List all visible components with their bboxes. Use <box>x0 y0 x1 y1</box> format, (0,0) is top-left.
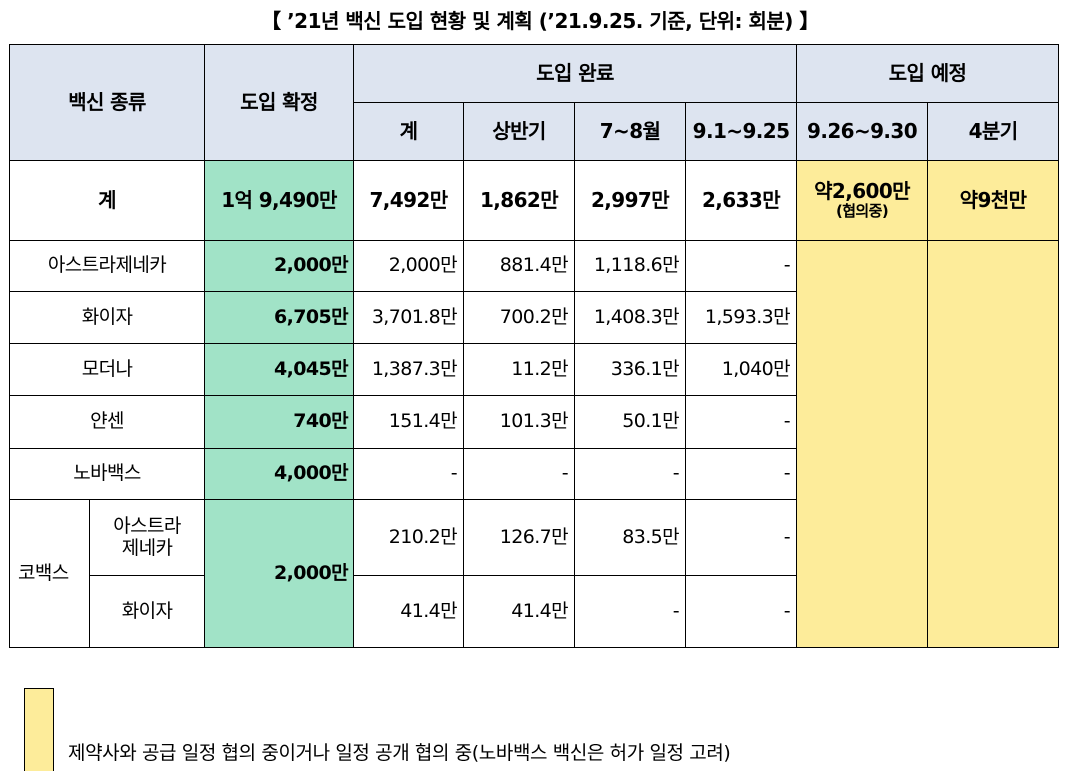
completed-sep1-25: - <box>685 499 798 576</box>
completed-jul-aug: 1,118.6만 <box>574 240 687 292</box>
table-row: 코백스 아스트라 제네카 2,000만 210.2만 126.7만 83.5만 … <box>9 499 1059 648</box>
completed-sep1-25: - <box>685 395 798 449</box>
vaccine-table: 백신 종류 도입 확정 도입 완료 도입 예정 계 상반기 7~8월 9.1~9… <box>8 44 1060 648</box>
vaccine-name: 아스트라제네카 <box>8 240 206 292</box>
header-sub-jul-aug: 7~8월 <box>574 102 687 161</box>
confirmed-value: 6,705만 <box>204 291 355 344</box>
completed-jul-aug: 1,408.3만 <box>574 291 687 344</box>
table-row: 아스트라제네카 2,000만 2,000만 881.4만 1,118.6만 - <box>8 240 1060 648</box>
completed-sum: 41.4만 <box>353 575 465 648</box>
covax-name-line2: 제네카 <box>121 536 173 559</box>
planned-q4-column <box>927 240 1060 648</box>
completed-sep1-25: - <box>685 240 798 292</box>
total-planned-sep26-30: 약2,600만 (협의중) <box>796 160 929 241</box>
table-row: 모더나 4,045만 1,387.3만 11.2만 336.1만 1,040만 <box>8 343 1059 396</box>
covax-name-line1: 아스트라 <box>113 514 181 537</box>
completed-jul-aug: - <box>574 575 687 648</box>
completed-first-half: 126.7만 <box>463 499 576 576</box>
total-label: 계 <box>8 160 206 241</box>
confirmed-value: 740만 <box>204 395 355 449</box>
completed-sum: 1,387.3만 <box>353 343 465 396</box>
table-row: 화이자 41.4만 41.4만 - - <box>10 575 1059 648</box>
total-planned-q4: 약9천만 <box>927 160 1060 241</box>
page-title: 【 ’21년 백신 도입 현황 및 계획 (’21.9.25. 기준, 단위: … <box>261 9 819 33</box>
total-completed-sum: 7,492만 <box>353 160 465 241</box>
planned-sep26-30-column <box>796 240 929 648</box>
completed-sep1-25: - <box>685 448 798 500</box>
completed-jul-aug: 336.1만 <box>574 343 687 396</box>
total-row: 계 1억 9,490만 7,492만 1,862만 2,997만 2,633만 … <box>8 160 1060 241</box>
completed-sum: - <box>353 448 465 500</box>
table-row: 화이자 6,705만 3,701.8만 700.2만 1,408.3만 1,59… <box>8 291 1059 344</box>
vaccine-name: 얀센 <box>8 395 206 449</box>
table-row: 얀센 740만 151.4만 101.3만 50.1만 - <box>8 395 1059 449</box>
completed-sum: 210.2만 <box>353 499 465 576</box>
confirmed-value: 2,000만 <box>204 240 355 292</box>
total-first-half: 1,862만 <box>463 160 576 241</box>
header-sub-first-half: 상반기 <box>463 102 576 161</box>
completed-first-half: 101.3만 <box>463 395 576 449</box>
completed-sum: 151.4만 <box>353 395 465 449</box>
vaccine-name: 노바백스 <box>8 448 206 500</box>
legend-swatch <box>24 688 54 771</box>
covax-label: 코백스 <box>9 499 90 648</box>
vaccine-name: 모더나 <box>8 343 206 396</box>
completed-first-half: 881.4만 <box>463 240 576 292</box>
covax-vaccine-name: 화이자 <box>88 575 206 648</box>
completed-first-half: - <box>463 448 576 500</box>
completed-jul-aug: 50.1만 <box>574 395 687 449</box>
total-sep1-25: 2,633만 <box>685 160 798 241</box>
completed-sum: 3,701.8만 <box>353 291 465 344</box>
completed-first-half: 11.2만 <box>463 343 576 396</box>
header-sub-q4: 4분기 <box>927 102 1060 161</box>
legend-text: 제약사와 공급 일정 협의 중이거나 일정 공개 협의 중(노바백스 백신은 허… <box>68 742 731 764</box>
completed-sep1-25: 1,040만 <box>685 343 798 396</box>
header-confirmed: 도입 확정 <box>204 44 355 161</box>
total-confirmed: 1억 9,490만 <box>204 160 355 241</box>
total-jul-aug: 2,997만 <box>574 160 687 241</box>
table-row: 노바백스 4,000만 - - - - <box>8 448 1059 500</box>
header-completed: 도입 완료 <box>353 44 798 103</box>
covax-confirmed: 2,000만 <box>204 499 355 648</box>
confirmed-value: 4,000만 <box>204 448 355 500</box>
header-planned: 도입 예정 <box>796 44 1060 103</box>
header-vaccine-type: 백신 종류 <box>8 44 206 161</box>
completed-first-half: 700.2만 <box>463 291 576 344</box>
header-sub-sep26-30: 9.26~9.30 <box>796 102 929 161</box>
completed-sum: 2,000만 <box>353 240 465 292</box>
completed-first-half: 41.4만 <box>463 575 576 648</box>
header-sub-total: 계 <box>353 102 465 161</box>
header-sub-sep1-25: 9.1~9.25 <box>685 102 798 161</box>
completed-jul-aug: 83.5만 <box>574 499 687 576</box>
covax-vaccine-name: 아스트라 제네카 <box>88 499 206 576</box>
vaccine-name: 화이자 <box>8 291 206 344</box>
completed-jul-aug: - <box>574 448 687 500</box>
confirmed-value: 4,045만 <box>204 343 355 396</box>
planned-sep26-30-note: (협의중) <box>835 202 889 221</box>
completed-sep1-25: - <box>685 575 798 648</box>
completed-sep1-25: 1,593.3만 <box>685 291 798 344</box>
planned-sep26-30-value: 약2,600만 <box>814 179 910 204</box>
